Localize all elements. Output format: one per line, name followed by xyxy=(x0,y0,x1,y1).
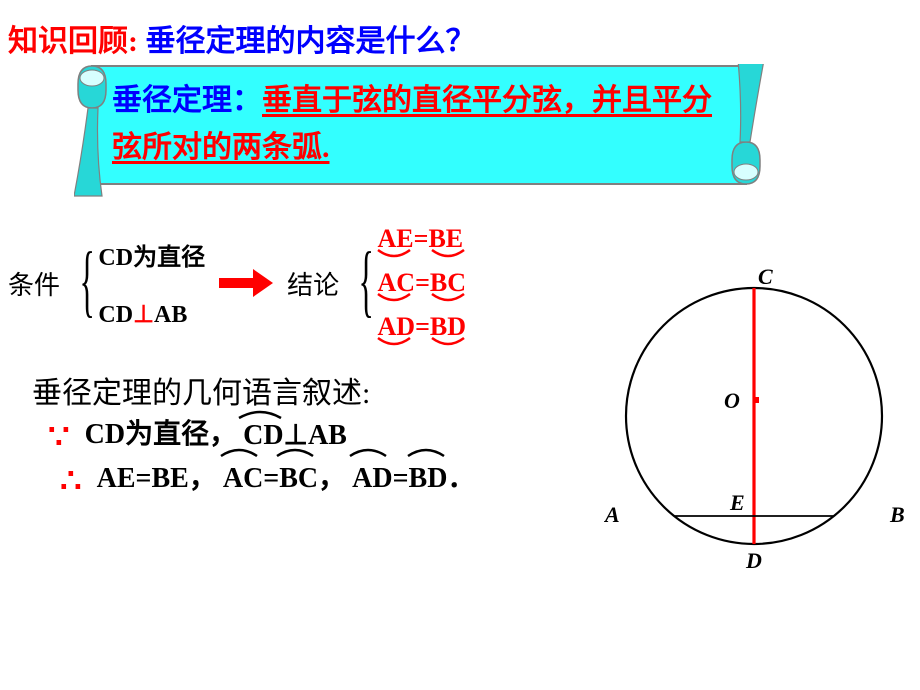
results-label: 结论 xyxy=(287,265,339,302)
title-prefix: 知识回顾: xyxy=(8,25,138,58)
res-item-2: AC=BC xyxy=(378,268,467,298)
line2-a: AE=BE， xyxy=(97,456,217,496)
arc-icon xyxy=(237,406,283,420)
label-A: A xyxy=(604,502,620,527)
res-item-1: AE=BE xyxy=(378,224,467,254)
arc-icon xyxy=(219,444,259,458)
cond-item-1: CD为直径 xyxy=(98,237,205,272)
title-row: 知识回顾: 垂径定理的内容是什么？ xyxy=(8,16,476,60)
conditions-items: CD为直径 CD⊥AB xyxy=(98,237,205,329)
left-brace-2: { xyxy=(359,241,374,321)
conditions-block: 条件 { CD为直径 CD⊥AB 结论 { AE=BE AC=BC AD=BD xyxy=(8,224,466,342)
therefore-line: ∴ AE=BE， AC=BC， AD=BD． xyxy=(60,456,475,496)
label-B: B xyxy=(889,502,905,527)
circle-diagram: C O A E B D xyxy=(604,266,914,576)
because-dots: ∵ xyxy=(48,424,71,452)
results-items: AE=BE AC=BC AD=BD xyxy=(378,224,467,342)
therefore-dots: ∴ xyxy=(60,468,83,496)
theorem-label: 垂径定理： xyxy=(112,84,262,117)
label-O: O xyxy=(724,388,740,413)
title-question: 垂径定理的内容是什么？ xyxy=(146,25,476,58)
arrow-icon xyxy=(219,269,273,297)
label-C: C xyxy=(758,266,773,289)
line2-c: AD=BD． xyxy=(352,456,475,496)
arc-icon xyxy=(275,444,315,458)
line1-a: CD为直径， xyxy=(85,412,237,452)
conditions-label: 条件 xyxy=(8,265,60,302)
arc-icon xyxy=(348,444,388,458)
res-item-3: AD=BD xyxy=(378,312,467,342)
geometric-language-heading: 垂径定理的几何语言叙述: xyxy=(32,368,370,412)
theorem-text: 垂径定理：垂直于弦的直径平分弦，并且平分弦所对的两条弧. xyxy=(94,64,744,186)
arc-icon xyxy=(406,444,446,458)
label-E: E xyxy=(729,490,745,515)
cond-item-2: CD⊥AB xyxy=(98,300,205,329)
left-brace-1: { xyxy=(80,241,95,321)
line2-b: AC=BC， xyxy=(223,456,346,496)
label-D: D xyxy=(745,548,762,573)
